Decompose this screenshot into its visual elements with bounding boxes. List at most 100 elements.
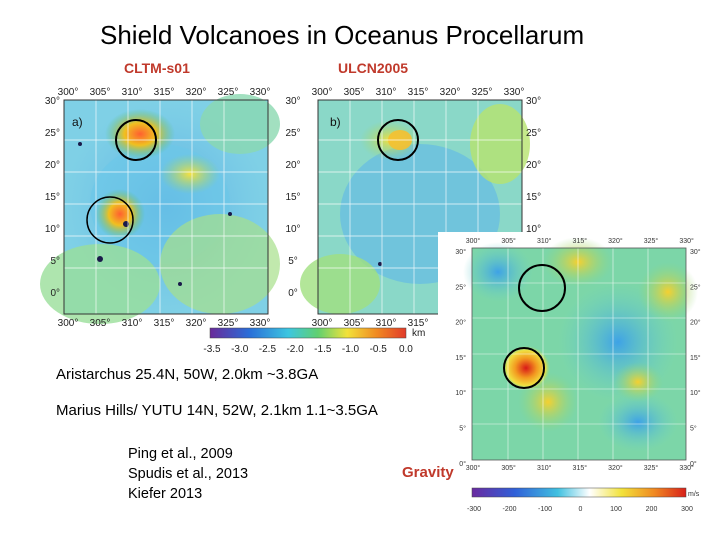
aristarchus-circle-b [377, 119, 419, 161]
gravity-colorbar-tick: -200 [502, 506, 516, 513]
lat-tick-label: 5° [50, 256, 60, 267]
gravity-colorbar-tick: 200 [646, 506, 658, 513]
lon-tick-label: 325° [218, 87, 239, 98]
aristarchus-circle-a [115, 119, 157, 161]
gravity-lat-tick: 30° [455, 248, 466, 256]
gravity-lon-tick: 330° [679, 237, 694, 245]
gravity-lon-tick: 300° [466, 237, 481, 245]
gravity-lat-tick: 25° [455, 283, 466, 291]
left-map-label: CLTM-s01 [124, 60, 190, 76]
lon-tick-label: 305° [90, 87, 111, 98]
gravity-lat-tick: 5° [459, 425, 466, 433]
gravity-lat-tick: 30° [690, 248, 701, 256]
gravity-lon-tick: 315° [573, 237, 588, 245]
lat-tick-label: 15° [45, 192, 60, 203]
gravity-lon-tick: 310° [537, 464, 552, 472]
gravity-colorbar-tick: 300 [681, 506, 693, 513]
lon-tick-label: 320° [186, 87, 207, 98]
lon-tick-label: 310° [376, 318, 397, 329]
marius-circle-a [86, 196, 134, 244]
colorbar-tick-label: -0.5 [370, 344, 388, 355]
slide-title: Shield Volcanoes in Oceanus Procellarum [100, 20, 585, 50]
gravity-right-ticks: 30° 25° 20° 15° 10° 5° 0° [690, 248, 701, 468]
gravity-colorbar-tick: 100 [610, 506, 622, 513]
colorbar-tick-label: -2.0 [286, 344, 304, 355]
colorbar-tick-label: -1.5 [314, 344, 332, 355]
gravity-lon-tick: 305° [501, 464, 516, 472]
right-map-label: ULCN2005 [338, 60, 409, 76]
reference-item: Spudis et al., 2013 [128, 466, 249, 482]
lon-tick-label: 315° [154, 318, 175, 329]
lat-tick-label: 10° [285, 224, 300, 235]
map-a-top-ticks: 300° 305° 310° 315° 320° 325° 330° [58, 87, 271, 98]
reference-item: Kiefer 2013 [128, 486, 203, 502]
lon-tick-label: 330° [250, 87, 271, 98]
lat-tick-label: 25° [526, 128, 541, 139]
lon-tick-label: 315° [154, 87, 175, 98]
gravity-lat-tick: 0° [459, 460, 466, 468]
lon-tick-label: 305° [90, 318, 111, 329]
lon-tick-label: 330° [250, 318, 271, 329]
colorbar-tick-label: -3.0 [231, 344, 249, 355]
colorbar-tick-label: -1.0 [342, 344, 360, 355]
lat-tick-label: 20° [526, 160, 541, 171]
lon-tick-label: 300° [312, 318, 333, 329]
lon-tick-label: 305° [344, 87, 365, 98]
colorbar-tick-label: -2.5 [259, 344, 277, 355]
marius-circle-gravity [503, 347, 545, 389]
lon-tick-label: 315° [408, 87, 429, 98]
lon-tick-label: 325° [472, 87, 493, 98]
gravity-map-figure: 300° 305° 310° 315° 320° 325° 330° 300° 305° 310… [438, 232, 710, 518]
lon-tick-label: 330° [504, 87, 525, 98]
map-a-left-ticks: 30° 25° 20° 15° 10° 5° 0° [45, 96, 60, 299]
lat-tick-label: 20° [45, 160, 60, 171]
gravity-lon-tick: 310° [537, 237, 552, 245]
gravity-colorbar-tick: 0 [579, 506, 583, 513]
lon-tick-label: 325° [218, 318, 239, 329]
lat-tick-label: 5° [288, 256, 298, 267]
lat-tick-label: 25° [285, 128, 300, 139]
lon-tick-label: 310° [122, 318, 143, 329]
gravity-lat-tick: 15° [455, 354, 466, 362]
lat-tick-label: 25° [45, 128, 60, 139]
lat-tick-label: 15° [526, 192, 541, 203]
gravity-top-ticks: 300° 305° 310° 315° 320° 325° 330° [466, 237, 694, 245]
colorbar-tick-label: -3.5 [203, 344, 221, 355]
lat-tick-label: 0° [50, 288, 60, 299]
lat-tick-label: 0° [288, 288, 298, 299]
topography-colorbar [209, 327, 407, 339]
gravity-colorbar-tick: -300 [467, 506, 481, 513]
gravity-label: Gravity [402, 464, 454, 481]
gravity-bottom-ticks: 300° 305° 310° 315° 320° 325° 330° [466, 464, 694, 472]
gravity-lat-tick: 0° [690, 460, 697, 468]
gravity-lon-tick: 320° [608, 464, 623, 472]
lat-tick-label: 30° [526, 96, 541, 107]
lon-tick-label: 300° [312, 87, 333, 98]
aristarchus-caption: Aristarchus 25.4N, 50W, 2.0km ~3.8GA [56, 366, 319, 383]
gravity-lat-tick: 20° [690, 319, 701, 327]
map-b-top-ticks: 300° 305° 310° 315° 320° 325° 330° [312, 87, 525, 98]
panel-b-label: b) [330, 115, 341, 129]
gravity-lon-tick: 330° [679, 464, 694, 472]
gravity-colorbar-tick: -100 [538, 506, 552, 513]
gravity-colorbar-unit: m/s [688, 491, 700, 498]
lon-tick-label: 305° [344, 318, 365, 329]
marius-caption: Marius Hills/ YUTU 14N, 52W, 2.1km 1.1~3… [56, 402, 378, 419]
gravity-lon-tick: 325° [644, 237, 659, 245]
reference-item: Ping et al., 2009 [128, 446, 233, 462]
lat-tick-label: 30° [285, 96, 300, 107]
lat-tick-label: 10° [45, 224, 60, 235]
aristarchus-circle-gravity [518, 264, 566, 312]
lon-tick-label: 300° [58, 87, 79, 98]
lon-tick-label: 315° [408, 318, 429, 329]
gravity-lat-tick: 10° [690, 389, 701, 397]
gravity-lat-tick: 5° [690, 425, 697, 433]
gravity-lon-tick: 305° [501, 237, 516, 245]
lat-tick-label: 30° [45, 96, 60, 107]
lat-tick-label: 20° [285, 160, 300, 171]
gravity-lon-tick: 325° [644, 464, 659, 472]
gravity-colorbar-ticks: -300 -200 -100 0 100 200 300 [467, 506, 693, 513]
lon-tick-label: 320° [186, 318, 207, 329]
lon-tick-label: 310° [122, 87, 143, 98]
map-shared-lat-ticks: 30° 25° 20° 15° 10° 5° 0° [285, 96, 300, 299]
